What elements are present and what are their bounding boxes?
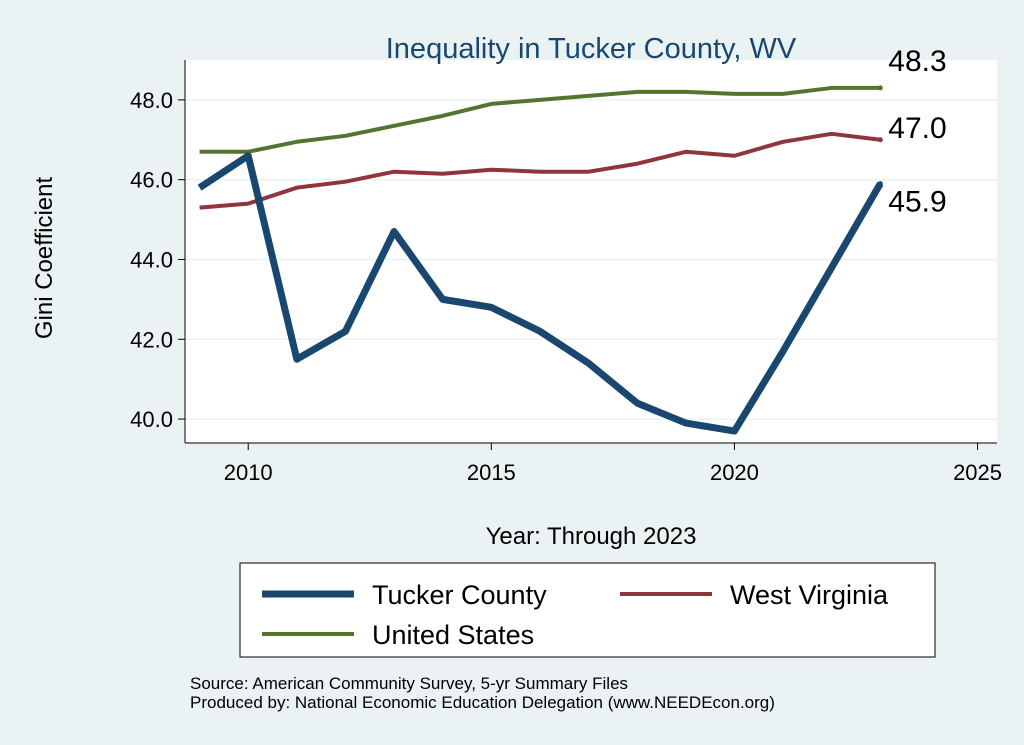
x-tick-label: 2010 [224, 460, 273, 485]
series-line-tucker-county [197, 152, 884, 435]
series-end-marker [877, 181, 883, 187]
end-value-label: 47.0 [888, 112, 946, 145]
y-tick-label: 42.0 [130, 327, 173, 352]
legend [239, 562, 936, 658]
x-tick-label: 2020 [710, 460, 759, 485]
chart-title: Inequality in Tucker County, WV [386, 33, 797, 65]
y-tick-label: 40.0 [130, 407, 173, 432]
y-tick-label: 44.0 [130, 247, 173, 272]
x-tick-label: 2025 [953, 460, 1002, 485]
y-tick-label: 48.0 [130, 88, 173, 113]
x-axis-label: Year: Through 2023 [486, 523, 697, 550]
producer-note: Produced by: National Economic Education… [190, 693, 775, 712]
plot-area [185, 60, 997, 443]
legend-label: West Virginia [730, 580, 889, 610]
source-note: Source: American Community Survey, 5-yr … [190, 674, 628, 693]
end-value-label: 45.9 [888, 186, 946, 219]
end-value-label: 48.3 [888, 45, 946, 78]
legend-label: Tucker County [372, 580, 547, 610]
series-end-marker [877, 137, 883, 143]
series-line-united-states [199, 85, 881, 154]
series-end-marker [877, 85, 883, 91]
legend-label: United States [372, 620, 534, 650]
y-tick-label: 46.0 [130, 168, 173, 193]
x-tick-label: 2015 [467, 460, 516, 485]
series-line-west-virginia [199, 131, 881, 210]
y-axis-label: Gini Coefficient [31, 177, 58, 340]
